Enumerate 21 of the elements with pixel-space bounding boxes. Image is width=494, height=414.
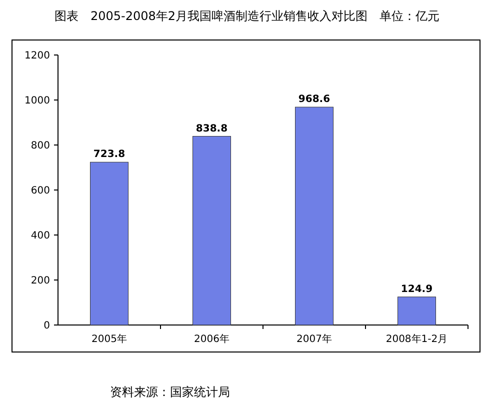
bar [398, 296, 436, 326]
x-tick-label: 2007年 [296, 333, 332, 345]
data-label: 723.8 [93, 149, 126, 160]
y-tick-label: 800 [30, 140, 50, 152]
y-tick-label: 1200 [24, 50, 50, 62]
bar [90, 162, 128, 326]
y-tick-label: 1000 [24, 96, 50, 106]
x-tick-label: 2005年 [92, 333, 127, 345]
y-tick-label: 600 [30, 186, 50, 196]
y-tick-label: 200 [30, 276, 50, 286]
data-label: 838.8 [196, 123, 228, 134]
x-tick-label: 2008年1-2月 [386, 333, 448, 345]
chart-title: 图表 2005-2008年2月我国啤酒制造行业销售收入对比图 单位：亿元 [54, 9, 440, 23]
data-label: 968.6 [298, 94, 330, 106]
bar [295, 106, 334, 326]
text: 资料来源：国家统计局 [110, 385, 230, 399]
x-tick-label: 2006年 [194, 333, 230, 345]
bar [192, 136, 231, 326]
data-label: 124.9 [400, 284, 433, 295]
y-tick-label: 0 [44, 320, 50, 332]
y-tick-label: 400 [30, 230, 50, 242]
